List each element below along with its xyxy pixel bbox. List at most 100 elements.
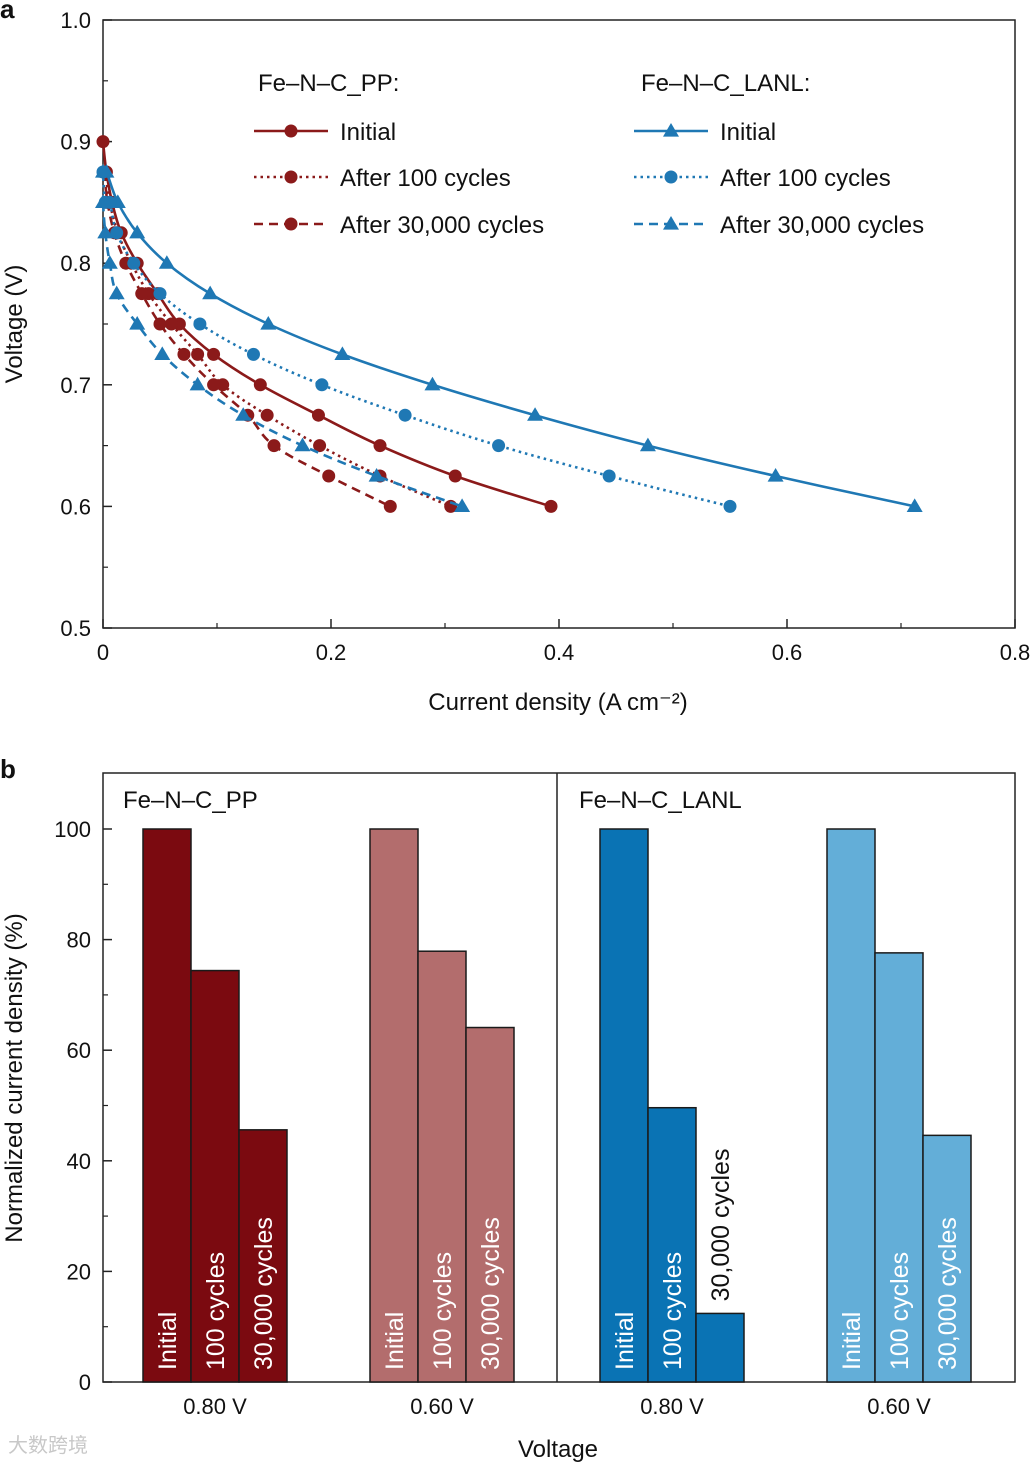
legend-title-fe-n-c-lanl: Fe–N–C_LANL: bbox=[641, 70, 810, 97]
panel-a-legend: Fe–N–C_PP: Fe–N–C_LANL: Initial After 100… bbox=[254, 70, 924, 239]
legend-marker bbox=[664, 170, 678, 184]
data-point bbox=[202, 285, 219, 300]
panel-b-bar-chart: b 0 20 40 60 80 100 0.80 V 0.60 V 0.80 V 0.60 V V… bbox=[0, 754, 1016, 1463]
bar bbox=[369, 828, 419, 1383]
legend-label: After 100 cycles bbox=[340, 165, 511, 192]
bar-label: 100 cycles bbox=[429, 1252, 457, 1370]
bar-group: Initial 100 cycles 30,000 cycles bbox=[142, 828, 288, 1383]
bar-label: 100 cycles bbox=[886, 1252, 914, 1370]
bar-label: Initial bbox=[838, 1312, 866, 1370]
x-tick-label: 0.80 V bbox=[640, 1394, 704, 1419]
panel-a-axes: 0 0.2 0.4 0.6 0.8 0.5 0.6 0.7 0.8 0.9 1.0 bbox=[60, 8, 1030, 665]
legend-entry: After 100 cycles bbox=[254, 165, 511, 192]
bar-label: Initial bbox=[381, 1312, 409, 1370]
bar bbox=[826, 828, 876, 1383]
legend-label: Initial bbox=[720, 119, 776, 146]
panel-b-letter: b bbox=[0, 754, 16, 784]
data-point bbox=[235, 407, 252, 421]
panel-a-plot-frame bbox=[102, 19, 1016, 629]
bar bbox=[142, 828, 192, 1383]
bar bbox=[647, 1106, 697, 1383]
y-tick-label: 0 bbox=[79, 1370, 91, 1395]
data-point bbox=[315, 378, 329, 392]
bar-group: Initial 100 cycles 30,000 cycles bbox=[599, 828, 745, 1383]
panel-a-letter: a bbox=[0, 0, 15, 24]
data-point bbox=[164, 317, 178, 331]
bar-label: 100 cycles bbox=[659, 1252, 687, 1370]
data-point bbox=[253, 378, 267, 392]
panel-b-bars: Initial 100 cycles 30,000 cycles Initial 100… bbox=[142, 828, 972, 1383]
data-point bbox=[129, 224, 146, 239]
legend-entry: After 100 cycles bbox=[634, 165, 891, 192]
panel-b-axes: 0 20 40 60 80 100 0.80 V 0.60 V 0.80 V 0.60 V bbox=[54, 817, 931, 1419]
data-point bbox=[193, 317, 207, 331]
series-line bbox=[101, 168, 915, 508]
legend-marker bbox=[663, 216, 679, 230]
data-point bbox=[527, 407, 544, 421]
y-tick-label: 100 bbox=[54, 817, 91, 842]
legend-label: After 30,000 cycles bbox=[720, 212, 924, 239]
data-point bbox=[723, 499, 737, 513]
data-point bbox=[373, 439, 387, 453]
panel-a-series bbox=[95, 135, 923, 513]
data-point bbox=[602, 469, 616, 483]
data-point bbox=[108, 285, 125, 300]
bar-group: Initial 100 cycles 30,000 cycles bbox=[369, 828, 515, 1383]
data-point bbox=[311, 408, 325, 422]
data-point bbox=[129, 316, 146, 330]
series-line bbox=[102, 171, 391, 508]
panel-b-plot-frame bbox=[102, 772, 1016, 1383]
bar bbox=[238, 1129, 288, 1383]
legend-entry: After 30,000 cycles bbox=[254, 212, 544, 239]
data-point bbox=[207, 347, 221, 361]
data-point bbox=[95, 194, 111, 208]
panel-a-x-axis-title: Current density (A cm⁻²) bbox=[428, 689, 687, 716]
bar-label: 30,000 cycles bbox=[250, 1217, 278, 1370]
data-point bbox=[216, 378, 230, 392]
series-3 bbox=[95, 164, 923, 512]
data-point bbox=[96, 165, 110, 179]
data-point bbox=[101, 255, 118, 269]
legend-label: After 100 cycles bbox=[720, 165, 891, 192]
legend-marker bbox=[663, 123, 679, 137]
data-point bbox=[110, 226, 124, 240]
legend-marker bbox=[284, 170, 298, 184]
data-point bbox=[313, 439, 327, 453]
data-point bbox=[383, 499, 397, 513]
legend-title-fe-n-c-pp: Fe–N–C_PP: bbox=[258, 70, 399, 97]
data-point bbox=[154, 346, 171, 360]
series-line bbox=[101, 202, 463, 508]
data-point bbox=[368, 468, 385, 482]
data-point bbox=[322, 469, 336, 483]
x-tick-label: 0.80 V bbox=[183, 1394, 247, 1419]
bar-label: 30,000 cycles bbox=[707, 1149, 735, 1302]
data-point bbox=[398, 408, 412, 422]
legend-label: After 30,000 cycles bbox=[340, 212, 544, 239]
legend-marker bbox=[284, 124, 298, 138]
panel-b-section-title-pp: Fe–N–C_PP bbox=[123, 787, 258, 814]
bar-label: Initial bbox=[611, 1312, 639, 1370]
data-point bbox=[127, 256, 141, 270]
x-tick-label: 0 bbox=[97, 640, 109, 665]
legend-entry: After 30,000 cycles bbox=[634, 212, 924, 239]
bar-label: Initial bbox=[154, 1312, 182, 1370]
panel-a-line-chart: a 0 0.2 0.4 0.6 0.8 0.5 0.6 0.7 0.8 0.9 1.0 Curren… bbox=[0, 0, 1030, 716]
data-point bbox=[544, 499, 558, 513]
bar bbox=[417, 950, 467, 1383]
data-point bbox=[260, 316, 277, 330]
data-point bbox=[207, 378, 221, 392]
bar bbox=[190, 969, 240, 1383]
y-tick-label: 0.8 bbox=[60, 251, 91, 276]
watermark-text: 大数跨境 bbox=[8, 1434, 88, 1457]
data-point bbox=[448, 469, 462, 483]
bar bbox=[922, 1134, 972, 1383]
x-tick-label: 0.60 V bbox=[867, 1394, 931, 1419]
data-point bbox=[267, 439, 281, 453]
series-4 bbox=[96, 165, 737, 513]
x-tick-label: 0.8 bbox=[1000, 640, 1031, 665]
legend-entry: Initial bbox=[634, 119, 776, 146]
data-point bbox=[153, 317, 167, 331]
panel-a-y-axis-title: Voltage (V) bbox=[1, 265, 28, 384]
data-point bbox=[135, 287, 149, 301]
